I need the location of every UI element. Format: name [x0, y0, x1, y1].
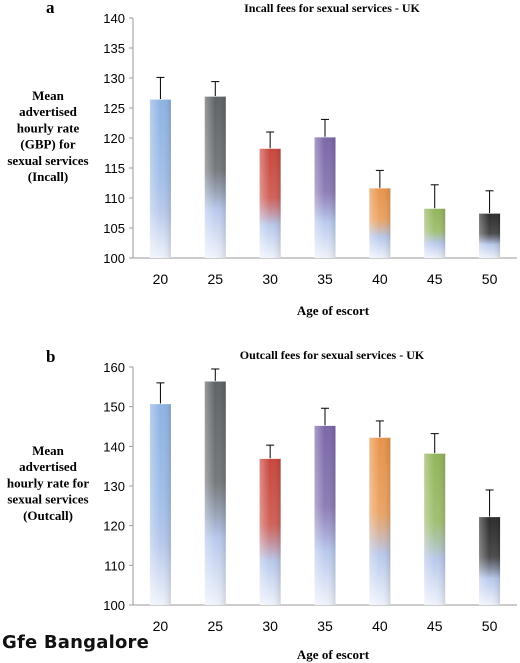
x-tick-label: 25 [207, 618, 223, 634]
x-tick-label: 35 [317, 271, 333, 287]
panel-a-label: a [46, 0, 55, 17]
y-tick-label: 150 [103, 400, 125, 415]
bar-shade [314, 425, 336, 605]
y-tick-label: 120 [103, 131, 125, 146]
bar-shade [314, 136, 336, 258]
watermark-text: Gfe Bangalore [2, 632, 150, 653]
x-tick-label: 40 [372, 271, 388, 287]
y-tick-label: 120 [103, 519, 125, 534]
bar-shade [259, 458, 281, 605]
x-tick-label: 30 [262, 271, 278, 287]
ylabel-line: advertised [19, 459, 78, 474]
panel-a-title: Incall fees for sexual services - UK [244, 1, 420, 15]
x-tick-label: 20 [153, 271, 169, 287]
bar-shade [369, 187, 391, 258]
bar-shade [369, 437, 391, 605]
ylabel-line: advertised [19, 104, 78, 119]
ylabel-line: Mean [32, 443, 65, 458]
y-tick-label: 110 [104, 558, 125, 573]
bar-shade [204, 96, 226, 258]
y-tick-label: 105 [103, 221, 125, 236]
y-tick-label: 125 [103, 101, 125, 116]
ylabel-line: sexual services [7, 492, 88, 507]
panel-a-xlabel: Age of escort [297, 303, 370, 318]
ylabel-line: Mean [32, 88, 65, 103]
ylabel-line: hourly rate [17, 120, 80, 135]
panel-b-title: Outcall fees for sexual services - UK [240, 348, 425, 362]
x-tick-label: 30 [262, 618, 278, 634]
ylabel-line: sexual services [7, 153, 88, 168]
x-tick-label: 50 [482, 271, 498, 287]
bar-shade [479, 516, 501, 605]
x-tick-label: 25 [207, 271, 223, 287]
ylabel-line: hourly rate for [7, 475, 90, 490]
panel-b-label: b [46, 347, 55, 366]
y-tick-label: 130 [103, 71, 125, 86]
x-tick-label: 20 [153, 618, 169, 634]
y-tick-label: 160 [103, 360, 125, 375]
bar-shade [204, 380, 226, 605]
y-tick-label: 110 [104, 191, 125, 206]
bar-shade [149, 403, 171, 605]
y-tick-label: 135 [103, 41, 125, 56]
y-tick-label: 100 [103, 251, 125, 266]
y-tick-label: 130 [103, 479, 125, 494]
bar-shade [424, 453, 446, 605]
x-tick-label: 35 [317, 618, 333, 634]
bar-shade [259, 148, 281, 258]
ylabel-line: (Outcall) [23, 508, 73, 523]
panel-b-plot: 100 110 120 130 140 150 160 20 25 30 35 40 45 50 [103, 360, 517, 634]
ylabel-line: (GBP) for [20, 137, 75, 152]
bar-shade [479, 213, 501, 258]
bar-shade [424, 208, 446, 258]
panel-b-xlabel: Age of escort [297, 647, 370, 662]
y-tick-label: 100 [103, 598, 125, 613]
y-tick-label: 140 [103, 11, 125, 26]
y-tick-label: 115 [104, 161, 125, 176]
x-tick-label: 45 [427, 618, 443, 634]
panel-a-plot: 100 105 110 115 120 125 130 135 140 20 25 30 35 40 45 5… [103, 11, 517, 287]
y-tick-label: 140 [103, 439, 125, 454]
ylabel-line: (Incall) [28, 169, 68, 184]
x-tick-label: 40 [372, 618, 388, 634]
bar-shade [149, 99, 171, 258]
x-tick-label: 50 [482, 618, 498, 634]
x-tick-label: 45 [427, 271, 443, 287]
